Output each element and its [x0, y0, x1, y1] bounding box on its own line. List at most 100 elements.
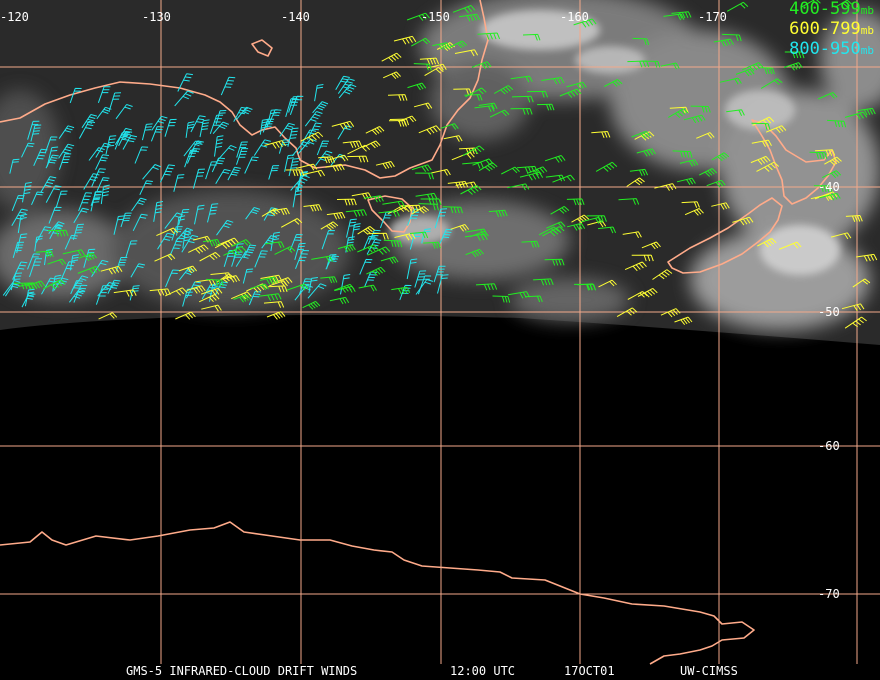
wind-barb — [604, 79, 623, 87]
wind-barb — [113, 289, 137, 297]
wind-barb — [750, 155, 771, 165]
wind-barb — [53, 277, 69, 291]
wind-barb — [216, 237, 239, 248]
wind-barb — [478, 162, 498, 172]
wind-barb — [164, 287, 188, 297]
wind-barb — [22, 181, 32, 203]
wind-barb — [114, 127, 132, 145]
wind-barb — [72, 223, 84, 241]
wind-barb — [391, 286, 411, 295]
wind-barb — [288, 158, 300, 177]
wind-barb — [537, 103, 555, 111]
wind-barb — [78, 120, 96, 139]
wind-barb — [345, 236, 355, 253]
wind-barb — [334, 285, 356, 293]
product-name: GMS-5 INFRARED-CLOUD DRIFT WINDS — [126, 664, 358, 678]
wind-barb — [419, 57, 440, 65]
wind-barb — [131, 197, 147, 212]
wind-barb — [436, 42, 456, 52]
wind-barb — [424, 67, 444, 77]
wind-barb — [641, 241, 661, 250]
wind-barb — [198, 294, 220, 303]
wind-barb — [679, 159, 699, 167]
wind-barb — [44, 248, 53, 266]
wind-barb — [629, 168, 649, 177]
wind-barb — [83, 173, 100, 190]
wind-barb — [351, 223, 361, 240]
wind-barb — [199, 119, 210, 138]
wind-barb — [338, 83, 357, 99]
lon-label: -140 — [281, 10, 310, 24]
wind-barb — [154, 253, 176, 262]
wind-barb — [194, 204, 205, 225]
wind-barb — [672, 150, 693, 158]
wind-barb — [271, 207, 290, 216]
wind-barb — [443, 135, 463, 142]
wind-barb — [97, 86, 111, 103]
lon-label: -120 — [0, 10, 29, 24]
wind-barb — [285, 98, 298, 118]
wind-barb — [182, 230, 192, 249]
wind-barb — [233, 106, 248, 122]
graticule — [0, 0, 880, 664]
wind-barb — [845, 215, 863, 222]
wind-barb — [411, 37, 431, 47]
wind-barb — [342, 140, 363, 149]
wind-barb — [618, 198, 640, 205]
wind-barb — [488, 209, 508, 217]
wind-barb — [190, 115, 206, 133]
wind-barb — [325, 255, 339, 270]
wind-barb — [314, 84, 324, 102]
wind-barb — [122, 135, 138, 150]
wind-barb — [115, 104, 133, 120]
wind-barb — [365, 126, 385, 136]
wind-barb — [631, 130, 651, 139]
wind-barb — [684, 208, 704, 216]
wind-barb — [472, 158, 494, 166]
wind-barb — [521, 240, 540, 248]
wind-barb — [337, 125, 353, 140]
wind-barb — [393, 35, 417, 45]
wind-barb — [632, 37, 650, 46]
wind-barb — [206, 278, 224, 287]
wind-barb — [271, 277, 293, 286]
wind-barb — [660, 308, 681, 318]
wind-barb — [726, 1, 749, 12]
wind-barb — [383, 239, 403, 248]
wind-barb — [130, 263, 146, 278]
wind-barb — [113, 215, 125, 235]
wind-barb — [95, 154, 109, 170]
wind-barb — [784, 51, 805, 59]
wind-barbs-800-950mb — [2, 73, 453, 308]
wind-barb — [69, 288, 86, 303]
wind-barb — [132, 213, 148, 232]
wind-barb — [186, 285, 206, 294]
wind-barb — [671, 11, 692, 19]
wind-barb — [462, 145, 485, 157]
wind-barb — [316, 140, 330, 156]
wind-barb — [263, 301, 285, 308]
wind-barb — [735, 68, 755, 77]
wind-barb — [320, 221, 339, 231]
wind-barb — [465, 87, 487, 98]
wind-barb — [458, 147, 478, 155]
wind-barb — [406, 258, 418, 280]
wind-barb — [351, 192, 372, 200]
wind-barb — [751, 139, 772, 148]
wind-barb — [279, 122, 295, 137]
wind-barb — [357, 244, 379, 253]
wind-barb — [96, 106, 112, 120]
wind-barb — [88, 147, 105, 161]
wind-barb — [414, 270, 427, 288]
wind-barb — [627, 291, 648, 300]
wind-barb — [173, 174, 185, 192]
wind-barb — [434, 208, 448, 229]
wind-barb — [300, 131, 324, 142]
wind-barb — [337, 78, 355, 94]
wind-barb — [45, 154, 59, 169]
wind-barb — [45, 185, 62, 203]
wind-barb — [439, 228, 453, 244]
wind-barb — [464, 233, 488, 241]
wind-barb — [289, 95, 304, 115]
wind-barb — [493, 85, 514, 95]
